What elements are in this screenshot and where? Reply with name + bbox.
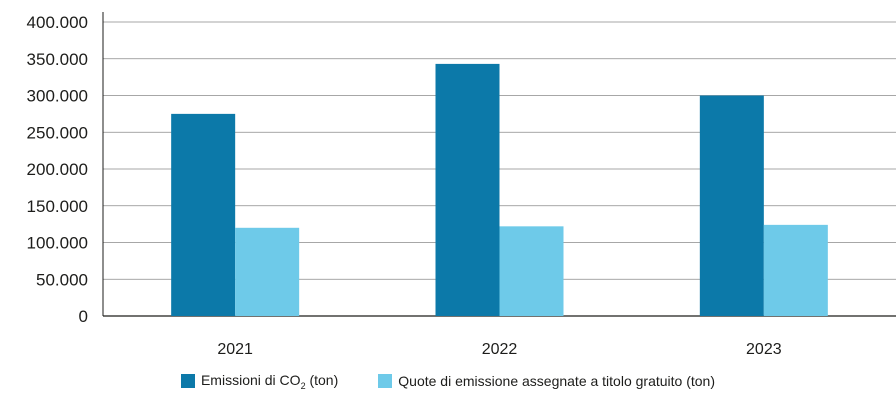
y-tick-label: 0	[79, 307, 88, 326]
legend-swatch-free-allowances	[378, 374, 393, 389]
bar	[763, 224, 828, 316]
y-tick-label: 400.000	[27, 13, 88, 32]
y-tick-label: 300.000	[27, 87, 88, 106]
legend-swatch-emissions	[180, 374, 195, 389]
bar	[435, 63, 500, 316]
chart-legend: Emissioni di CO2 (ton) Quote di emission…	[0, 372, 896, 391]
bar	[499, 226, 564, 316]
y-tick-label: 350.000	[27, 50, 88, 69]
y-tick-label: 50.000	[36, 270, 88, 289]
y-tick-label: 250.000	[27, 123, 88, 142]
legend-label-emissions: Emissioni di CO2 (ton)	[200, 372, 339, 391]
x-tick-label: 2023	[746, 341, 782, 358]
legend-label-free-allowances: Quote di emissione assegnate a titolo gr…	[398, 373, 716, 390]
y-tick-label: 100.000	[27, 234, 88, 253]
x-tick-label: 2021	[217, 341, 253, 358]
y-tick-label: 200.000	[27, 160, 88, 179]
legend-item-emissions: Emissioni di CO2 (ton)	[180, 372, 339, 391]
bar	[171, 113, 236, 316]
bar	[235, 227, 300, 316]
y-tick-label: 150.000	[27, 197, 88, 216]
x-tick-label: 2022	[482, 341, 518, 358]
legend-item-free-allowances: Quote di emissione assegnate a titolo gr…	[378, 372, 715, 391]
bar	[699, 95, 764, 316]
